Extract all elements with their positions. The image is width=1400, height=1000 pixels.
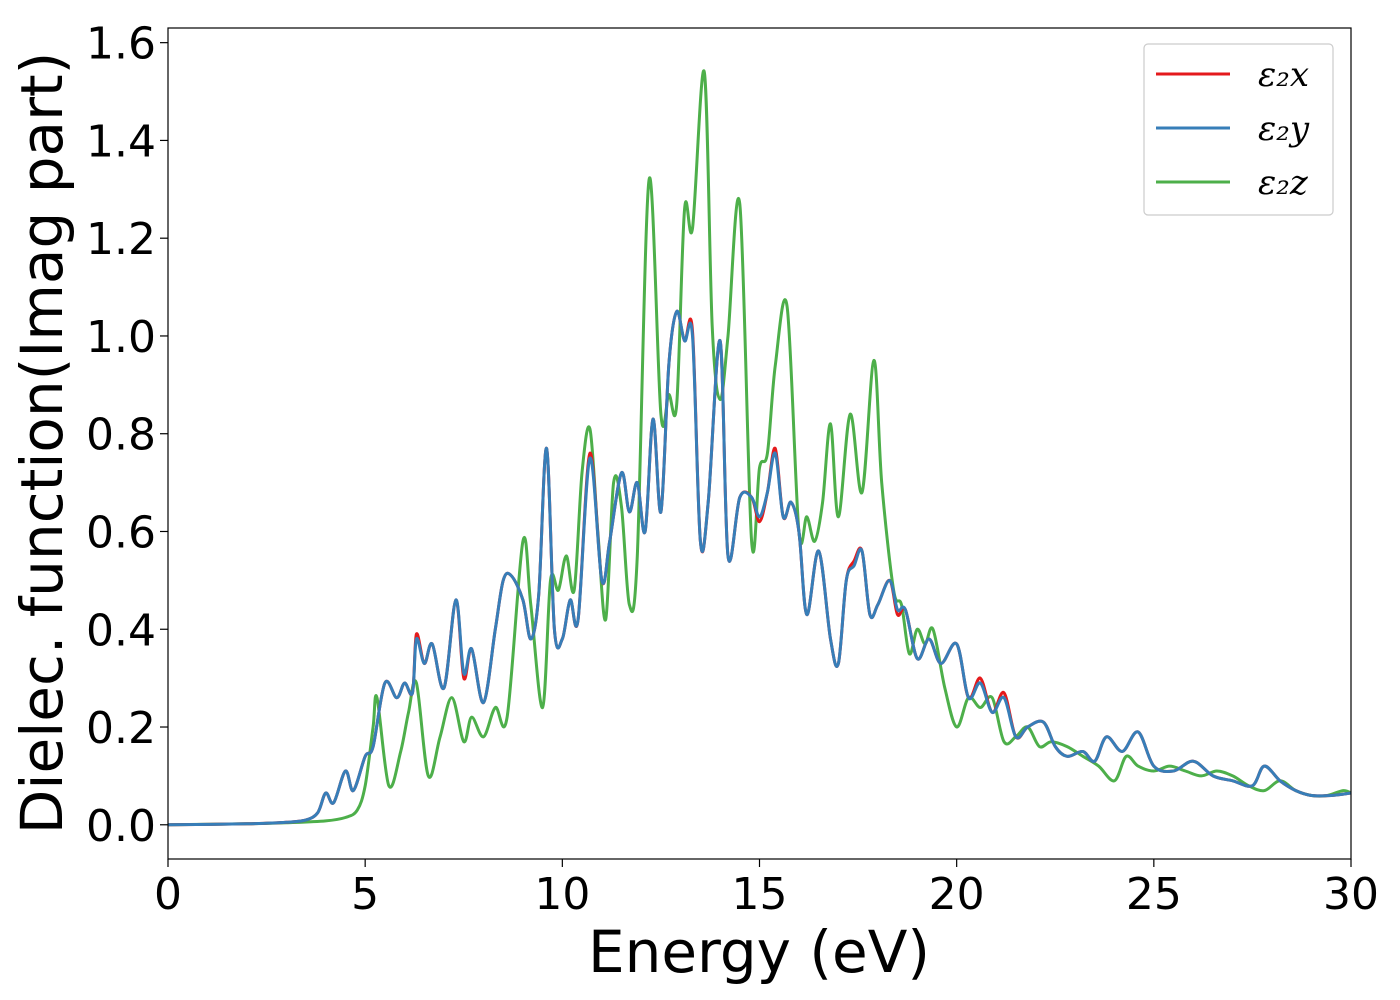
- legend-frame: [1143, 43, 1334, 216]
- x-tick-label: 25: [1126, 869, 1182, 920]
- x-tick-label: 0: [154, 869, 182, 920]
- legend-label-y: ε₂y: [1258, 109, 1310, 149]
- y-tick-label: 0.0: [86, 801, 156, 852]
- series-layer: [168, 69, 1351, 827]
- x-axis: 0 5 10 15 20 25 30: [154, 859, 1379, 920]
- y-axis: 0.0 0.2 0.4 0.6 0.8 1.0 1.2 1.4 1.6: [86, 19, 168, 852]
- x-tick-label: 15: [732, 869, 788, 920]
- legend: ε₂x ε₂y ε₂z: [1143, 43, 1334, 216]
- series-line-z: [168, 69, 1351, 827]
- legend-label-z: ε₂z: [1258, 163, 1309, 203]
- y-tick-label: 0.2: [86, 703, 156, 754]
- x-axis-title: Energy (eV): [588, 918, 930, 986]
- y-tick-label: 1.6: [86, 19, 156, 70]
- series-line-x: [168, 309, 1351, 827]
- y-tick-label: 1.2: [86, 214, 156, 265]
- x-tick-label: 20: [929, 869, 985, 920]
- x-tick-label: 5: [351, 869, 379, 920]
- y-tick-label: 1.4: [86, 116, 156, 167]
- y-tick-label: 0.4: [86, 605, 156, 656]
- y-axis-title: Dielec. function(Imag part): [8, 52, 76, 835]
- series-line-y: [168, 309, 1351, 827]
- y-tick-label: 1.0: [86, 312, 156, 363]
- y-tick-label: 0.6: [86, 507, 156, 558]
- x-tick-label: 30: [1323, 869, 1379, 920]
- legend-label-x: ε₂x: [1258, 55, 1309, 95]
- x-tick-label: 10: [534, 869, 590, 920]
- y-tick-label: 0.8: [86, 410, 156, 461]
